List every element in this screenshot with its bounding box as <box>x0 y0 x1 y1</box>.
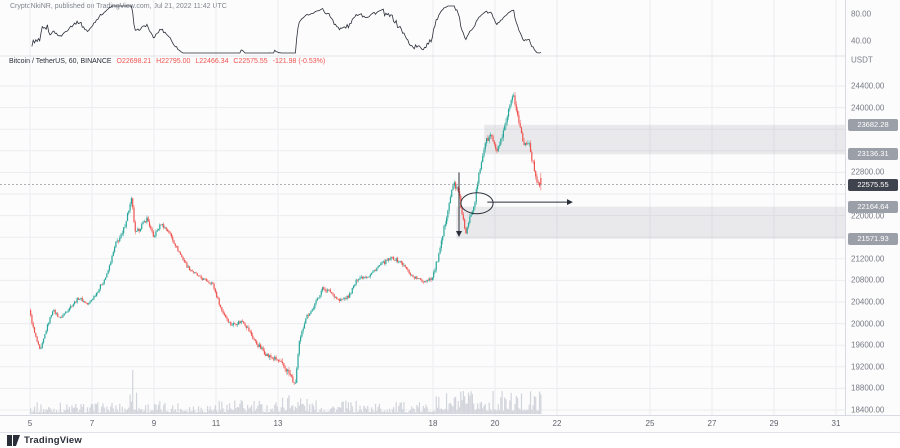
time-axis-label: 11 <box>211 419 221 428</box>
zone-rect[interactable] <box>456 206 845 239</box>
drawings[interactable] <box>456 172 573 237</box>
ellipse-annotation <box>460 192 494 215</box>
time-axis-label: 27 <box>707 419 717 428</box>
symbol-legend[interactable]: Bitcoin / TetherUS, 60, BINANCE O22698.2… <box>9 58 328 65</box>
time-axis-label: 7 <box>89 419 95 428</box>
time-axis-label: 20 <box>490 419 500 428</box>
brand-name[interactable]: TradingView <box>24 435 82 446</box>
symbol-title[interactable]: Bitcoin / TetherUS, 60, BINANCE <box>9 58 112 65</box>
price-tick-label: 20000.00 <box>851 319 885 329</box>
legend-low-value: L22466.34 <box>195 58 229 65</box>
time-axis-label: 31 <box>831 419 841 428</box>
grid <box>0 0 845 415</box>
level-price-badge: 23682.28 <box>848 118 898 131</box>
last-price-badge: 22575.55 <box>848 178 898 191</box>
attribution-text: CryptoNkiNR, published on TradingView.co… <box>10 3 227 10</box>
price-tick-label: 19200.00 <box>851 362 885 372</box>
level-price-badge: 22164.64 <box>848 200 898 213</box>
price-tick-label: 20400.00 <box>851 297 885 307</box>
price-tick-label: 19600.00 <box>851 340 885 350</box>
price-tick-label: 18800.00 <box>851 383 885 393</box>
legend-open-value: O22698.21 <box>116 58 152 65</box>
time-axis-label: 9 <box>151 419 157 428</box>
price-tick-label: 18400.00 <box>851 405 885 415</box>
price-tick-label: 22800.00 <box>851 167 885 177</box>
legend-high-value: H22795.00 <box>156 58 191 65</box>
level-price-badge: 23136.31 <box>848 148 898 161</box>
footer-bar: TradingView <box>0 432 900 448</box>
price-tick-label: 20800.00 <box>851 275 885 285</box>
time-axis-label: 22 <box>552 419 562 428</box>
time-axis-label: 29 <box>769 419 779 428</box>
volume-series <box>30 370 542 414</box>
axis-currency-label: USDT <box>851 55 873 65</box>
time-axis-label: 5 <box>27 419 33 428</box>
legend-close-value: C22575.55 <box>233 58 268 65</box>
price-tick-label: 22000.00 <box>851 211 885 221</box>
oscillator-tick-label: 80.00 <box>851 9 872 19</box>
candlestick-chart[interactable] <box>0 0 845 432</box>
time-axis[interactable]: 5 7 9 11 13 18 20 22 25 27 29 31 <box>0 415 900 432</box>
tradingview-logo-icon[interactable] <box>7 435 20 446</box>
legend-change-value: -121.98 (-0.53%) <box>272 58 326 65</box>
candle-bodies <box>30 95 542 384</box>
zone-rect[interactable] <box>484 124 845 155</box>
price-axis[interactable]: 80.00 40.00 USDT 24400.00 24000.00 22800.00 22… <box>845 0 900 432</box>
time-axis-label: 18 <box>428 419 438 428</box>
price-tick-label: 24000.00 <box>851 103 885 113</box>
time-axis-label: 25 <box>645 419 655 428</box>
level-price-badge: 21571.93 <box>848 232 898 245</box>
price-tick-label: 21200.00 <box>851 254 885 264</box>
time-axis-label: 13 <box>273 419 283 428</box>
oscillator-tick-label: 40.00 <box>851 36 872 46</box>
oscillator-line <box>31 5 542 54</box>
price-tick-label: 24400.00 <box>851 81 885 91</box>
